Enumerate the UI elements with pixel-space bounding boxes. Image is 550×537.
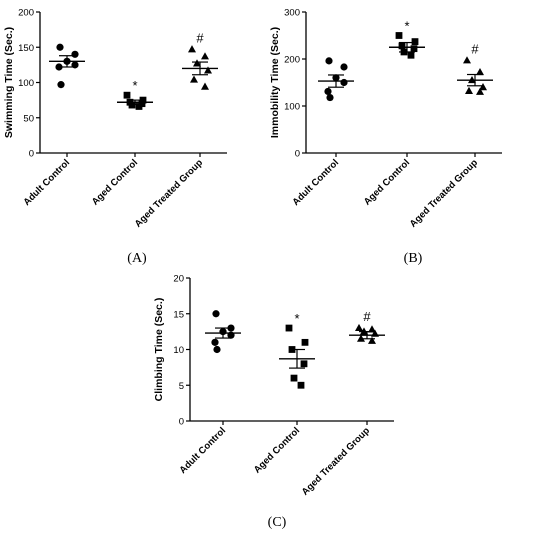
x-category-label: Aged Treated Group: [408, 157, 480, 229]
data-point: [476, 87, 484, 95]
x-category-label: Aged Treated Group: [133, 157, 205, 229]
data-point: [479, 83, 487, 91]
data-point: [212, 310, 220, 318]
data-point: [476, 67, 484, 76]
data-point: [463, 56, 471, 64]
data-point: [123, 91, 131, 99]
panel-label: (B): [404, 251, 423, 266]
data-point: [300, 360, 308, 368]
x-category-label: Adult Control: [290, 157, 341, 208]
x-category-label: Aged Control: [90, 157, 140, 207]
significance-marker: #: [363, 309, 371, 324]
y-tick-label: 10: [173, 345, 184, 356]
y-tick-label: 100: [18, 78, 34, 89]
data-point: [204, 66, 212, 74]
data-point: [340, 63, 348, 71]
chart-panel-3: 0 5 10 15 20 Climbing Time (Sec.) Adult Contro…: [153, 274, 394, 530]
y-tick-label: 20: [173, 274, 184, 285]
data-point: [301, 338, 309, 346]
data-point: [297, 381, 305, 389]
data-point: [135, 103, 143, 110]
y-tick-label: 0: [29, 149, 34, 160]
data-point: [340, 78, 348, 87]
data-point: [201, 82, 209, 90]
x-category-label: Adult Control: [21, 157, 72, 208]
significance-marker: #: [196, 30, 204, 45]
data-point: [395, 32, 403, 39]
data-point: [398, 42, 406, 50]
data-point: [355, 323, 363, 332]
y-tick-label: 100: [284, 102, 300, 113]
y-tick-label: 200: [284, 55, 300, 66]
data-point: [407, 51, 415, 59]
data-point: [190, 75, 198, 83]
data-point: [368, 325, 376, 333]
y-axis-title: Swimming Time (Sec.): [3, 27, 15, 138]
y-tick-label: 0: [295, 149, 300, 160]
significance-marker: *: [294, 311, 299, 326]
data-point: [324, 87, 332, 96]
data-point: [128, 101, 136, 109]
significance-marker: *: [404, 19, 409, 34]
data-point: [410, 45, 418, 53]
data-point: [201, 52, 209, 60]
x-category-label: Adult Control: [177, 425, 228, 476]
data-point: [465, 86, 473, 94]
x-category-label: Aged Control: [252, 425, 302, 475]
y-tick-label: 0: [179, 417, 184, 428]
data-point: [188, 45, 196, 53]
y-tick-label: 300: [284, 8, 300, 19]
x-category-label: Aged Control: [362, 157, 412, 207]
y-axis-title: Climbing Time (Sec.): [153, 298, 165, 402]
y-tick-label: 15: [173, 309, 184, 320]
data-point: [326, 93, 334, 102]
panel-label: (C): [268, 515, 287, 530]
data-point: [368, 336, 376, 344]
panel-label: (A): [127, 251, 147, 266]
data-point: [325, 57, 333, 65]
significance-marker: #: [471, 41, 479, 56]
data-point: [290, 374, 298, 382]
data-point: [213, 345, 221, 354]
data-point: [411, 38, 419, 46]
y-axis-title: Immobility Time (Sec.): [269, 27, 281, 138]
data-point: [285, 324, 293, 332]
significance-marker: *: [132, 78, 137, 93]
y-tick-label: 150: [18, 43, 34, 54]
x-category-label: Aged Treated Group: [300, 425, 372, 497]
y-tick-label: 50: [23, 113, 34, 124]
y-tick-label: 5: [179, 381, 184, 392]
data-point: [211, 338, 219, 346]
data-point: [193, 59, 201, 67]
data-point: [57, 81, 65, 89]
y-tick-label: 200: [18, 8, 34, 19]
data-point: [71, 50, 79, 58]
data-point: [56, 43, 64, 51]
